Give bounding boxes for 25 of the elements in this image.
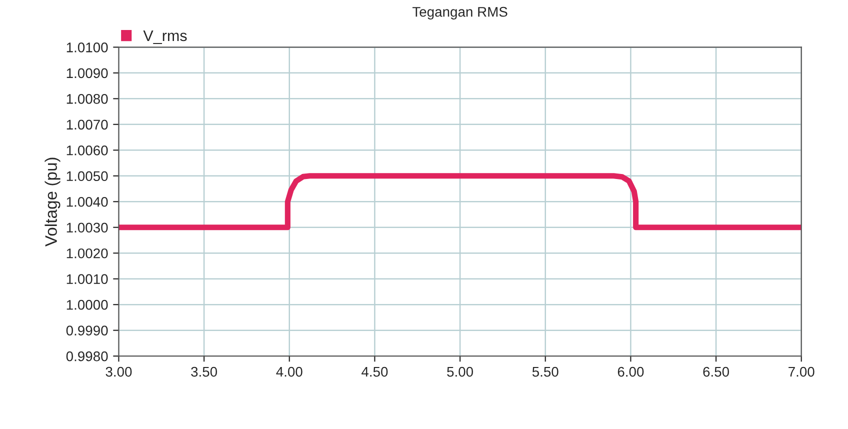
y-tick-label: 1.0060 <box>66 145 108 156</box>
y-tick-label: 1.0050 <box>66 171 108 182</box>
x-tick-label: 3.50 <box>191 366 218 377</box>
x-tick-label: 7.00 <box>788 366 814 377</box>
y-tick-label: 1.0000 <box>66 300 108 310</box>
x-tick-label: 4.50 <box>362 366 388 377</box>
x-tick-label: 4.00 <box>276 366 302 377</box>
legend-label: V_rms <box>143 30 187 44</box>
y-tick-label: 0.9990 <box>66 326 108 336</box>
y-tick-label: 1.0080 <box>66 94 108 104</box>
x-tick-label: 5.50 <box>532 366 558 377</box>
y-tick-label: 1.0040 <box>66 196 108 207</box>
y-tick-label: 1.0070 <box>66 120 108 130</box>
y-tick-label: 1.0020 <box>66 248 108 258</box>
y-tick-label: 1.0010 <box>66 274 108 284</box>
x-tick-label: 6.50 <box>703 366 730 377</box>
y-axis-title: Voltage (pu) <box>44 158 60 246</box>
chart-title: Tegangan RMS <box>412 6 508 20</box>
x-tick-label: 5.00 <box>447 366 474 377</box>
y-tick-label: 1.0100 <box>66 42 108 52</box>
x-tick-label: 3.00 <box>106 366 132 377</box>
y-tick-label: 1.0090 <box>66 68 108 78</box>
y-tick-label: 0.9980 <box>66 351 108 362</box>
y-tick-label: 1.0030 <box>66 222 108 233</box>
x-tick-label: 6.00 <box>618 366 644 377</box>
